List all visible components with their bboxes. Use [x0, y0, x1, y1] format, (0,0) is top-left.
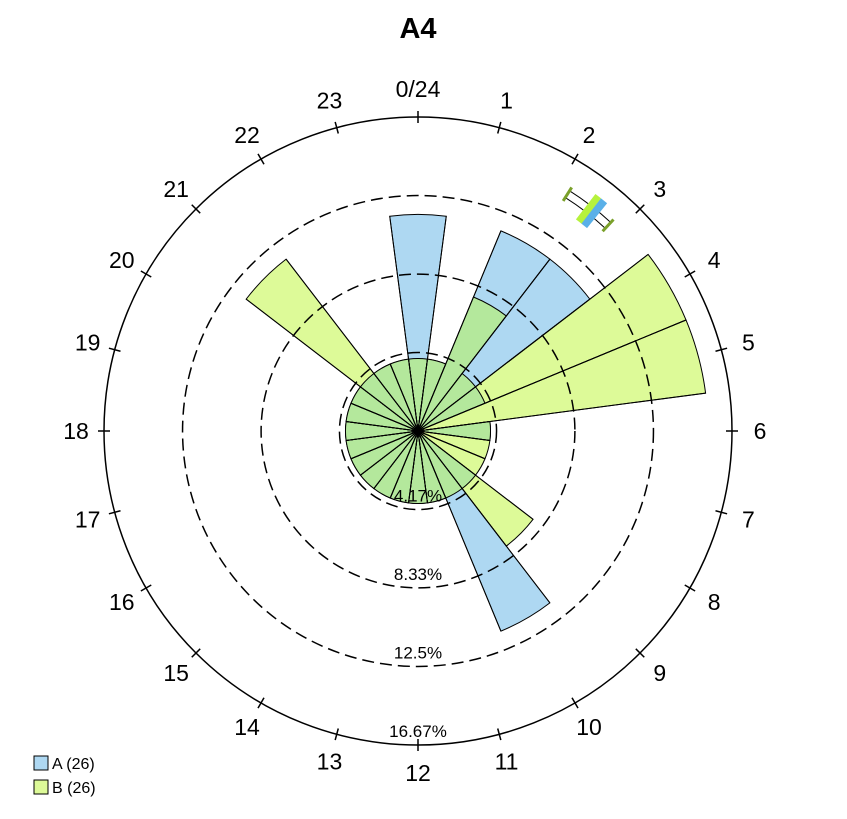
tick-5 — [715, 347, 728, 353]
tick-7 — [715, 509, 728, 515]
chart-title: A4 — [399, 13, 436, 45]
tick-2 — [571, 153, 579, 165]
spoke-23-1 — [408, 359, 419, 432]
hour-label-15: 15 — [163, 660, 189, 686]
spoke-16-0 — [360, 430, 419, 476]
spoke-17-0 — [350, 430, 419, 460]
hour-labels-layer: 0/24 123456789101112131415161718192021222… — [63, 76, 766, 786]
hour-label-22: 22 — [234, 122, 260, 148]
hour-label-20: 20 — [109, 247, 135, 273]
tick-4 — [684, 270, 696, 278]
hour-label-7: 7 — [742, 507, 755, 533]
hour-label-4: 4 — [708, 247, 721, 273]
tick-13 — [334, 728, 340, 741]
hour-label-16: 16 — [109, 589, 135, 615]
hour-label-13: 13 — [317, 748, 343, 774]
hour-label-18: 18 — [63, 418, 89, 444]
ring-0 — [338, 351, 498, 511]
hour-label-3: 3 — [653, 176, 666, 202]
ring-2 — [181, 194, 655, 668]
legend-swatch-b — [33, 779, 49, 795]
wedge-hour-5 — [417, 319, 707, 432]
marker-cap-1 — [601, 218, 615, 233]
legend-label-b: B (26) — [52, 780, 96, 797]
hour-label-23: 23 — [317, 88, 343, 114]
spoke-1-0 — [417, 359, 428, 432]
wedges-layer — [245, 213, 707, 632]
spoke-4-0 — [417, 254, 649, 432]
hour-label-8: 8 — [708, 589, 721, 615]
tick-1 — [496, 121, 502, 134]
tick-22 — [257, 153, 265, 165]
legend-swatch-a — [33, 755, 49, 771]
tick-3 — [635, 204, 645, 214]
tick-9 — [635, 648, 645, 658]
tick-15 — [191, 648, 201, 658]
ring-label-2: 12.5% — [394, 643, 442, 662]
spoke-7-0 — [417, 430, 490, 441]
hour-label-9: 9 — [653, 660, 666, 686]
spoke-9-0 — [417, 430, 534, 520]
spoke-13-0 — [408, 430, 419, 503]
spoke-6-0 — [417, 421, 490, 432]
rings-layer: 4.17% 8.33% 12.5% 16.67% — [181, 194, 655, 741]
legend: A (26) B (26) — [33, 755, 96, 797]
spoke-21-0 — [245, 298, 419, 432]
hour-label-21: 21 — [163, 176, 189, 202]
spoke-3-0 — [417, 258, 551, 432]
marker-cap-0 — [561, 186, 573, 202]
ring-label-0: 4.17% — [394, 487, 442, 506]
mean-marker-layer — [561, 186, 615, 233]
legend-label-a: A (26) — [52, 756, 95, 773]
spoke-11-0 — [417, 430, 447, 499]
hour-label-6: 6 — [754, 418, 767, 444]
ring-label-1: 8.33% — [394, 565, 442, 584]
hour-label-1: 1 — [500, 88, 513, 114]
spoke-2-0 — [417, 230, 502, 432]
hour-label-17: 17 — [75, 507, 101, 533]
hour-label-11: 11 — [495, 748, 519, 774]
tick-19 — [108, 347, 121, 353]
hour-label-0: 0/24 — [396, 76, 441, 102]
ring-1 — [260, 273, 576, 589]
hour-label-5: 5 — [742, 329, 755, 355]
tick-20 — [140, 270, 152, 278]
spoke-22-0 — [373, 373, 419, 432]
outer-circle-layer — [98, 111, 738, 751]
hour-label-19: 19 — [75, 329, 101, 355]
hour-label-12: 12 — [405, 760, 431, 786]
tick-11 — [496, 728, 502, 741]
spoke-19-0 — [346, 421, 419, 432]
spoke-18-0 — [346, 430, 419, 441]
tick-23 — [334, 121, 340, 134]
tick-16 — [140, 584, 152, 592]
tick-10 — [571, 697, 579, 709]
tick-21 — [191, 204, 201, 214]
spoke-10-0 — [417, 430, 551, 604]
spoke-14-0 — [389, 430, 419, 499]
tick-17 — [108, 509, 121, 515]
hour-label-2: 2 — [583, 122, 596, 148]
tick-14 — [257, 697, 265, 709]
spoke-20-0 — [350, 402, 419, 432]
spoke-12-0 — [417, 430, 428, 503]
spoke-15-0 — [373, 430, 419, 489]
spoke-5-0 — [417, 319, 687, 432]
hour-label-14: 14 — [234, 714, 260, 740]
marker-bar-a — [580, 198, 608, 229]
spoke-8-0 — [417, 430, 486, 460]
ring-label-3: 16.67% — [389, 722, 447, 741]
hour-label-10: 10 — [576, 714, 602, 740]
marker-bar-b — [575, 194, 601, 224]
spoke-23-0 — [389, 363, 419, 432]
tick-8 — [684, 584, 696, 592]
